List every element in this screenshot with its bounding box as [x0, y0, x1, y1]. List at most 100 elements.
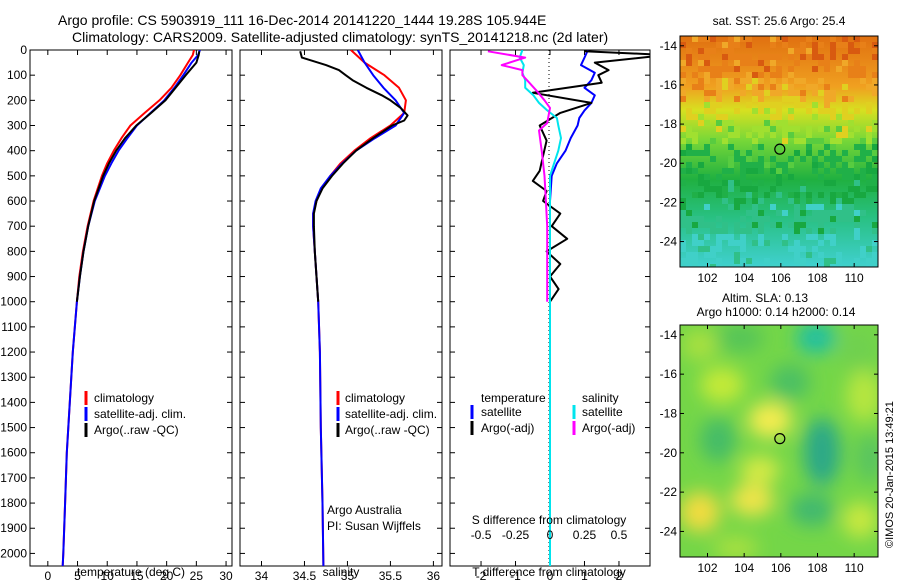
sst-pixel [746, 54, 752, 60]
sst-pixel [716, 126, 722, 132]
sst-pixel [746, 132, 752, 138]
sst-pixel [704, 54, 710, 60]
sst-pixel [728, 120, 734, 126]
sst-pixel [680, 198, 686, 204]
sst-pixel [824, 96, 830, 102]
sst-pixel [818, 216, 824, 222]
sst-pixel [776, 192, 782, 198]
y-tick-label: 1300 [0, 370, 27, 384]
sst-pixel [728, 186, 734, 192]
sst-pixel [830, 228, 836, 234]
sst-pixel [740, 162, 746, 168]
sst-pixel [794, 102, 800, 108]
sst-pixel [806, 132, 812, 138]
sst-pixel [734, 126, 740, 132]
sst-pixel [854, 222, 860, 228]
sst-pixel [764, 126, 770, 132]
sst-pixel [776, 144, 782, 150]
sst-pixel [782, 234, 788, 240]
sst-pixel [734, 78, 740, 84]
sla-blob [730, 484, 774, 516]
sst-pixel [728, 66, 734, 72]
sst-pixel [788, 156, 794, 162]
sst-pixel [782, 126, 788, 132]
sst-pixel [818, 78, 824, 84]
sst-pixel [704, 234, 710, 240]
t-difference-x-label: T difference from climatology [472, 565, 626, 579]
sst-pixel [860, 264, 866, 267]
sst-pixel [824, 66, 830, 72]
sst-pixel [692, 222, 698, 228]
map-y-tick-label: -24 [660, 235, 678, 249]
sst-pixel [782, 210, 788, 216]
sst-pixel [866, 126, 872, 132]
legend-label-satellite: satellite-adj. clim. [345, 407, 437, 421]
sst-pixel [758, 198, 764, 204]
sst-pixel [746, 60, 752, 66]
sst-pixel [872, 150, 878, 156]
sst-pixel [854, 144, 860, 150]
sst-pixel [824, 210, 830, 216]
sst-pixel [770, 132, 776, 138]
sst-pixel [860, 72, 866, 78]
sst-pixel [716, 90, 722, 96]
sst-pixel [836, 138, 842, 144]
difference-lines [487, 50, 650, 566]
sst-pixel [770, 222, 776, 228]
sst-pixel [758, 126, 764, 132]
sla-blob [856, 434, 878, 482]
sst-pixel [848, 162, 854, 168]
sst-pixel [854, 186, 860, 192]
sst-pixel [722, 84, 728, 90]
sst-pixel [722, 48, 728, 54]
sst-pixel [842, 54, 848, 60]
sst-pixel [872, 78, 878, 84]
temperature-x-label: temperature (deg C) [77, 565, 185, 579]
sst-pixel [830, 90, 836, 96]
sst-pixel [854, 216, 860, 222]
temperature-legend: climatology satellite-adj. clim. Argo(..… [84, 391, 186, 437]
sst-pixel [812, 90, 818, 96]
sst-pixel [728, 162, 734, 168]
sst-pixel [854, 174, 860, 180]
sst-pixel [686, 60, 692, 66]
sst-pixel [782, 36, 788, 42]
x-tick-label: 25 [190, 569, 204, 580]
series-line-satellite-adj-clim- [61, 50, 201, 566]
sst-pixel [872, 252, 878, 258]
sla-map-ticks: 102 104 106 108 110 -14 -16 -18 -20 -22 -24 [660, 325, 878, 575]
sst-pixel [836, 156, 842, 162]
sst-pixel [686, 216, 692, 222]
sst-pixel [800, 102, 806, 108]
sst-pixel [806, 138, 812, 144]
sst-pixel [800, 246, 806, 252]
sst-pixel [686, 108, 692, 114]
sst-pixel [800, 264, 806, 267]
sst-pixel [758, 108, 764, 114]
sst-pixel [680, 246, 686, 252]
sst-pixel [716, 216, 722, 222]
sst-pixel [740, 234, 746, 240]
sst-pixel [830, 54, 836, 60]
y-tick-label: 700 [7, 219, 27, 233]
sst-pixel [746, 42, 752, 48]
sst-pixel [728, 168, 734, 174]
sst-pixel [740, 78, 746, 84]
sst-pixel [872, 144, 878, 150]
x-tick-label: 1 [581, 569, 588, 580]
sst-pixel [704, 108, 710, 114]
sst-pixel [758, 168, 764, 174]
sst-pixel [866, 84, 872, 90]
sst-pixel [680, 78, 686, 84]
sst-pixel [680, 72, 686, 78]
sst-pixel [800, 48, 806, 54]
sst-pixel [728, 42, 734, 48]
sst-pixel [686, 150, 692, 156]
y-tick-label: 100 [7, 68, 27, 82]
sla-blob [840, 330, 876, 370]
map-x-tick-label: 102 [697, 561, 717, 575]
sst-pixel [794, 192, 800, 198]
sst-pixel [854, 210, 860, 216]
sst-pixel [710, 186, 716, 192]
sst-pixel [830, 162, 836, 168]
